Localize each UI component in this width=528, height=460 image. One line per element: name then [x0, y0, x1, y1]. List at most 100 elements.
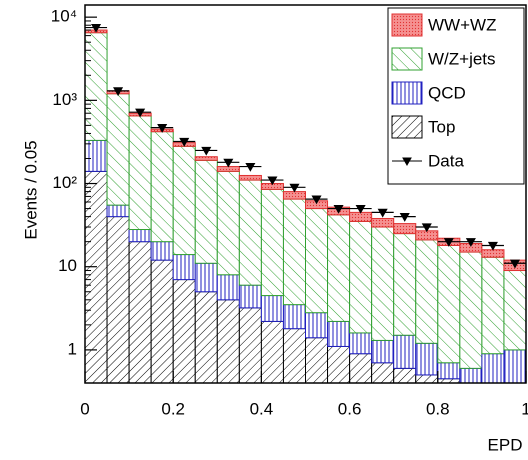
x-tick-label: 0.2 [161, 399, 185, 418]
histogram-bar [437, 378, 461, 383]
histogram-bar [150, 131, 174, 243]
data-point [349, 204, 372, 214]
histogram-bar [393, 334, 417, 369]
x-tick-label: 1 [521, 399, 528, 418]
data-point [85, 23, 108, 33]
plot-frame [84, 4, 527, 384]
plot-area [85, 23, 526, 393]
histogram-bar [216, 170, 240, 276]
legend-label: QCD [428, 83, 466, 102]
histogram-bar [371, 226, 395, 341]
histogram-bar [128, 229, 152, 243]
histogram-bar [238, 174, 262, 181]
histogram-bar [393, 367, 417, 383]
histogram-bar [194, 159, 218, 264]
histogram-bar [371, 362, 395, 383]
x-axis-label: EPD [488, 435, 523, 454]
histogram-bar [282, 198, 307, 306]
x-tick-label: 0 [80, 399, 89, 418]
data-point [129, 108, 152, 118]
data-point [283, 183, 306, 193]
x-tick-label: 0.4 [250, 399, 274, 418]
histogram-bar [371, 217, 395, 228]
histogram-bar [415, 342, 439, 376]
data-point [481, 241, 504, 251]
legend-label: WW+WZ [428, 15, 496, 34]
y-tick-label: 10³ [52, 90, 77, 109]
histogram-bar [393, 223, 417, 235]
data-point [305, 195, 328, 205]
histogram-bar [216, 274, 240, 301]
histogram-bar [349, 220, 373, 334]
histogram-bar [106, 93, 130, 206]
histogram-bar [327, 345, 351, 383]
legend-swatch [392, 157, 422, 167]
histogram-bar [482, 388, 504, 393]
histogram-bar [481, 249, 505, 258]
data-point [393, 213, 416, 222]
legend-swatch [391, 81, 423, 105]
histogram-bar [194, 156, 218, 161]
histogram-bar [481, 256, 505, 355]
histogram-bar [150, 259, 174, 383]
legend-label: Data [428, 151, 464, 170]
legend-swatch [391, 115, 423, 139]
x-tick-label: 0.6 [338, 399, 362, 418]
data-point [437, 238, 460, 247]
histogram-bar [415, 239, 439, 344]
y-tick-label: 10² [52, 173, 77, 192]
histogram-bar [260, 188, 284, 297]
y-axis-label: Events / 0.05 [21, 140, 40, 239]
histogram-bar [349, 353, 373, 383]
histogram-bar [128, 241, 152, 383]
data-point [459, 238, 482, 247]
histogram-bar [106, 204, 130, 218]
histogram-bar [172, 254, 196, 281]
histogram-bar [349, 332, 373, 355]
x-tick-label: 0.8 [426, 399, 450, 418]
legend-label: W/Z+jets [428, 49, 496, 68]
y-tick-label: 1 [68, 339, 77, 358]
histogram-bar [172, 279, 196, 383]
histogram-bar [194, 291, 218, 383]
histogram-bar [327, 214, 351, 322]
histogram-bar [459, 251, 483, 369]
histogram-bar [282, 304, 307, 330]
data-point [371, 208, 394, 218]
legend-label: Top [428, 117, 455, 136]
data-point [503, 259, 526, 269]
y-tick-label: 10⁴ [51, 7, 77, 26]
histogram-bar [371, 339, 395, 364]
histogram-bar [194, 262, 218, 293]
data-point [239, 162, 262, 172]
histogram-bar [503, 270, 526, 351]
data-point [217, 158, 240, 168]
histogram-bar [260, 295, 284, 322]
data-point [107, 87, 130, 97]
data-point [151, 124, 174, 133]
histogram-bar [216, 299, 240, 383]
histogram-bar [305, 312, 329, 339]
histogram-bar [305, 337, 329, 383]
data-point [415, 223, 438, 233]
histogram-bar [393, 233, 417, 336]
histogram-bar [238, 307, 262, 383]
data-point [195, 146, 218, 156]
histogram-bar [415, 374, 439, 383]
legend-swatch [391, 13, 423, 37]
histogram-bar [106, 216, 130, 383]
histogram-bar [327, 320, 351, 347]
histogram-bar [503, 349, 526, 383]
histogram-bar [150, 241, 174, 261]
data-point [327, 204, 350, 214]
legend: WW+WZ W/Z+jets QCD Top Data [387, 7, 525, 185]
histogram-bar [172, 145, 196, 256]
histogram-bar [128, 115, 152, 231]
histogram-bar [238, 284, 262, 309]
histogram-bar [305, 208, 329, 314]
histogram-bar [459, 382, 483, 383]
data-point [173, 137, 196, 147]
y-tick-label: 10 [58, 256, 77, 275]
histogram-bar [85, 170, 108, 383]
